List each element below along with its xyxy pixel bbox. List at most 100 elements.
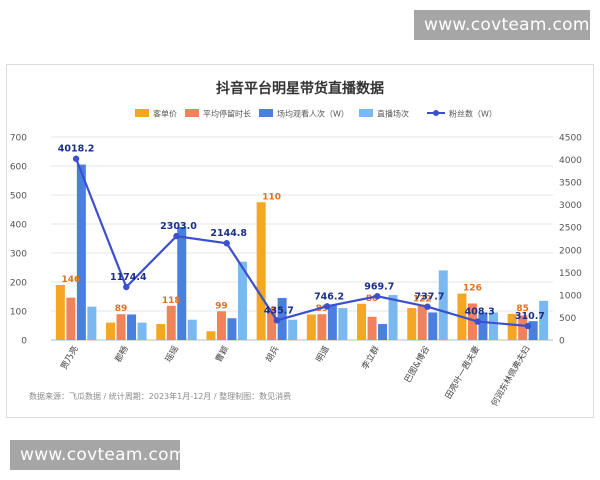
stay-data-label: 122 — [413, 295, 432, 305]
y-left-tick-label: 300 — [10, 250, 27, 260]
legend-label-4: 粉丝数（W） — [449, 109, 497, 119]
stay-data-label: 146 — [61, 275, 80, 285]
bar-3-0 — [87, 306, 97, 340]
bar-2-2 — [177, 226, 187, 340]
chart-frame: 抖音平台明星带货直播数据客单价 平均停留时长 场均观看人次（W） 直播场次 粉丝数（W）… — [6, 64, 594, 418]
bar-2-3 — [227, 318, 237, 340]
x-tick-label: 田亮叶一茜夫妻 — [443, 344, 483, 401]
bar-2-7 — [428, 312, 438, 340]
y-left-tick-label: 100 — [10, 308, 27, 318]
bar-3-5 — [338, 308, 348, 340]
chart-source-note: 数据来源：飞瓜数据 / 统计周期：2023年1月-12月 / 整理制图：数见消费 — [29, 391, 291, 401]
watermark-bottom: www.covteam.com — [10, 440, 185, 470]
legend-swatch-2 — [259, 109, 273, 117]
stay-data-label: 110 — [262, 192, 281, 202]
legend-label-1: 平均停留时长 — [203, 109, 251, 119]
fans-data-label: 4018.2 — [58, 144, 95, 155]
y-left-tick-label: 500 — [10, 192, 27, 202]
bar-2-8 — [478, 312, 488, 340]
x-tick-label: 瑶瑶 — [163, 344, 181, 365]
bar-1-3 — [216, 311, 226, 340]
x-tick-label: 曹颖 — [213, 344, 231, 365]
bar-2-6 — [378, 324, 388, 340]
y-left-tick-label: 600 — [10, 163, 27, 173]
bar-0-0 — [55, 284, 65, 340]
bar-1-0 — [66, 297, 76, 340]
fans-data-label: 2303.0 — [160, 221, 197, 232]
y-right-tick-label: 2500 — [559, 224, 582, 234]
bar-3-2 — [187, 319, 197, 340]
bar-3-1 — [137, 322, 147, 340]
bar-1-8 — [467, 303, 477, 340]
legend-swatch-3 — [359, 109, 373, 117]
x-tick-label: 李立群 — [360, 344, 383, 372]
bar-1-2 — [166, 305, 176, 340]
fans-point-1 — [123, 283, 130, 291]
bar-2-1 — [127, 314, 137, 340]
fans-point-4 — [273, 317, 281, 324]
bar-0-5 — [306, 314, 316, 340]
bar-0-4 — [256, 202, 266, 340]
y-left-tick-label: 700 — [10, 134, 27, 144]
bar-1-1 — [116, 314, 126, 340]
chart-title: 抖音平台明星带货直播数据 — [216, 80, 384, 97]
fans-data-label: 746.2 — [314, 291, 344, 302]
bar-1-7 — [417, 304, 427, 340]
legend-label-3: 直播场次 — [377, 109, 409, 119]
stay-data-label: 89 — [316, 304, 329, 314]
y-right-tick-label: 1500 — [559, 269, 582, 279]
bar-1-6 — [367, 316, 377, 340]
watermark-top: www.covteam.com — [414, 10, 590, 40]
bar-0-7 — [407, 308, 417, 340]
bar-0-2 — [156, 324, 166, 340]
fans-point-8 — [474, 318, 481, 325]
bar-3-9 — [539, 300, 549, 340]
bar-0-9 — [507, 313, 517, 340]
y-right-tick-label: 3000 — [559, 201, 582, 211]
stay-data-label: 126 — [463, 284, 482, 294]
fans-data-label: 969.7 — [364, 281, 394, 292]
fans-point-6 — [374, 293, 381, 300]
x-tick-label: 何润东林佩弗夫妇 — [489, 344, 533, 408]
x-tick-label: 胡兵 — [263, 344, 281, 365]
fans-point-9 — [524, 322, 532, 330]
bar-3-4 — [288, 319, 298, 340]
fans-data-label: 737.7 — [414, 292, 444, 303]
bar-1-4 — [267, 308, 277, 340]
fans-point-3 — [223, 240, 230, 247]
x-tick-label: 贾乃亮 — [58, 344, 80, 372]
legend-swatch-0 — [135, 109, 149, 117]
bar-0-3 — [206, 331, 216, 340]
bar-3-8 — [488, 312, 498, 340]
fans-data-label: 1174.4 — [110, 272, 147, 283]
y-left-tick-label: 400 — [10, 221, 27, 231]
stay-data-label: 89 — [115, 304, 128, 314]
fans-data-label: 435.7 — [264, 305, 294, 316]
stay-data-label: 80 — [366, 294, 379, 304]
y-right-tick-label: 0 — [559, 337, 565, 347]
bar-1-5 — [317, 314, 327, 340]
y-left-tick-label: 0 — [21, 337, 27, 347]
fans-point-0 — [72, 155, 80, 162]
legend-swatch-1 — [185, 109, 199, 117]
y-right-tick-label: 1000 — [559, 291, 582, 301]
x-tick-label: 郡畅 — [113, 344, 131, 365]
bar-1-9 — [518, 315, 528, 340]
x-tick-label: 明道 — [314, 344, 332, 365]
bar-3-6 — [388, 295, 398, 340]
fans-point-5 — [323, 303, 331, 310]
x-tick-label: 巴图&博谷 — [402, 344, 432, 385]
y-left-tick-label: 200 — [10, 279, 27, 289]
bar-0-6 — [357, 303, 367, 340]
bar-3-3 — [237, 261, 247, 340]
fans-line — [75, 158, 528, 328]
fans-point-2 — [173, 232, 180, 240]
bar-0-1 — [106, 322, 116, 340]
legend-label-2: 场均观看人次（W） — [277, 109, 349, 119]
bar-3-7 — [438, 270, 448, 340]
y-right-tick-label: 2000 — [559, 246, 582, 256]
legend-label-0: 客单价 — [153, 109, 177, 119]
stay-data-label: 99 — [215, 301, 228, 311]
y-right-tick-label: 4500 — [559, 134, 582, 144]
